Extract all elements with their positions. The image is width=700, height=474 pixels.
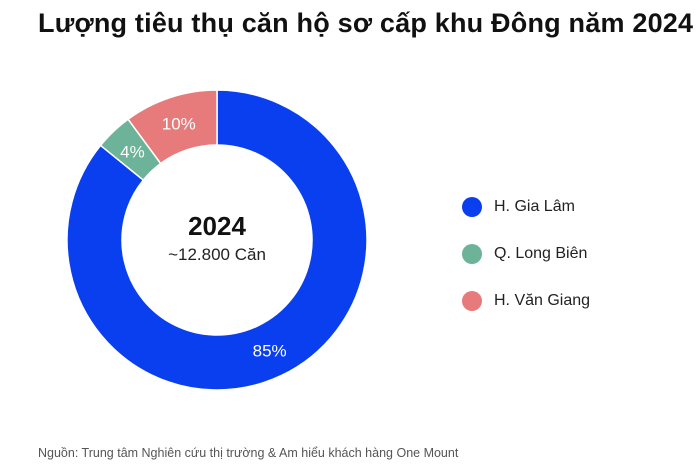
legend-item-long-bien: Q. Long Biên: [462, 239, 590, 269]
legend-swatch-long-bien: [462, 244, 482, 264]
legend-swatch-van-giang: [462, 291, 482, 311]
legend-label-van-giang: H. Văn Giang: [494, 292, 591, 309]
source-note: Nguồn: Trung tâm Nghiên cứu thị trường &…: [38, 446, 459, 460]
slices-layer: [66, 89, 368, 391]
slice-van-giang: [127, 89, 218, 165]
labels-layer: 85% 4% 10%: [120, 115, 286, 361]
legend-label-long-bien: Q. Long Biên: [494, 245, 588, 262]
legend-item-gia-lam: H. Gia Lâm: [462, 192, 590, 222]
data-label-gia-lam: 85%: [253, 342, 287, 361]
legend: H. Gia Lâm Q. Long Biên H. Văn Giang: [462, 192, 590, 333]
data-label-long-bien: 4%: [120, 142, 145, 161]
chart-title: Lượng tiêu thụ căn hộ sơ cấp khu Đông nă…: [38, 8, 694, 38]
legend-swatch-gia-lam: [462, 197, 482, 217]
slice-gia-lam: [66, 89, 368, 391]
legend-label-gia-lam: H. Gia Lâm: [494, 198, 575, 215]
center-subtitle: ~12.800 Căn: [168, 245, 266, 264]
data-label-van-giang: 10%: [162, 115, 196, 134]
center-title: 2024: [188, 211, 246, 241]
legend-item-van-giang: H. Văn Giang: [462, 286, 590, 316]
